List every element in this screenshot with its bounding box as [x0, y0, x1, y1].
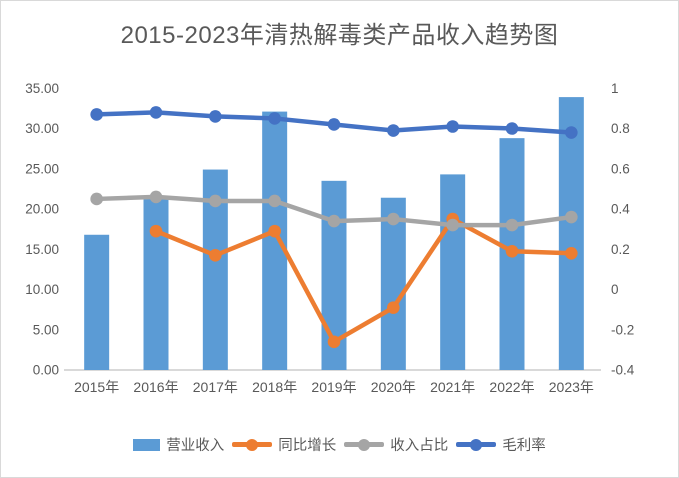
- legend-item-2: 收入占比: [344, 434, 448, 455]
- bar-2018年: [262, 111, 288, 370]
- left-axis-tick: 10.00: [25, 282, 59, 297]
- legend-label: 毛利率: [502, 438, 546, 454]
- x-axis-label: 2016年: [133, 379, 178, 395]
- legend-label: 同比增长: [278, 438, 337, 454]
- right-axis-tick: 0.4: [611, 202, 630, 217]
- marker-毛利率: [505, 122, 519, 135]
- marker-收入占比: [209, 194, 222, 208]
- marker-收入占比: [268, 194, 281, 208]
- legend-item-1: 同比增长: [232, 434, 336, 455]
- marker-毛利率: [446, 120, 459, 133]
- marker-收入占比: [565, 210, 578, 224]
- legend-line-swatch: [232, 438, 273, 451]
- marker-同比增长: [149, 224, 163, 238]
- left-axis-tick: 25.00: [25, 161, 59, 176]
- marker-毛利率: [327, 118, 341, 131]
- marker-毛利率: [268, 112, 281, 125]
- bar-2016年: [143, 198, 169, 370]
- marker-收入占比: [327, 214, 341, 228]
- marker-毛利率: [565, 126, 578, 139]
- legend-label: 收入占比: [390, 438, 449, 454]
- chart-legend: 营业收入 同比增长 收入占比 毛利率: [1, 434, 678, 455]
- marker-同比增长: [387, 301, 400, 314]
- legend-item-0: 营业收入: [133, 434, 224, 455]
- right-axis-tick: 0.8: [611, 121, 630, 136]
- marker-毛利率: [90, 108, 103, 121]
- bar-2021年: [440, 174, 466, 370]
- marker-收入占比: [505, 218, 519, 232]
- legend-bar-swatch: [133, 438, 161, 451]
- bar-2015年: [84, 234, 110, 370]
- marker-毛利率: [209, 110, 222, 123]
- chart-title: 2015-2023年清热解毒类产品收入趋势图: [120, 22, 559, 49]
- x-axis-label: 2015年: [74, 379, 119, 395]
- marker-收入占比: [90, 192, 103, 206]
- marker-毛利率: [387, 124, 400, 137]
- legend-line-swatch: [344, 438, 385, 451]
- line-同比增长: [155, 216, 572, 345]
- x-axis-label: 2021年: [430, 379, 475, 395]
- left-axis-tick: 0.00: [33, 363, 59, 378]
- x-axis-label: 2020年: [371, 379, 416, 395]
- legend-label: 营业收入: [166, 438, 225, 454]
- left-axis-tick: 5.00: [33, 322, 59, 337]
- right-axis-tick: -0.2: [611, 322, 634, 337]
- legend-marker-dot: [246, 438, 259, 451]
- marker-同比增长: [327, 335, 341, 349]
- bar-2020年: [380, 197, 406, 370]
- marker-收入占比: [149, 190, 163, 204]
- x-axis-label: 2019年: [311, 379, 356, 395]
- marker-同比增长: [268, 224, 281, 238]
- legend-marker-dot: [358, 438, 371, 451]
- left-axis-tick: 20.00: [25, 202, 59, 217]
- left-axis-tick: 15.00: [25, 242, 59, 257]
- right-axis-tick: 0.6: [611, 161, 630, 176]
- legend-line-swatch: [456, 438, 497, 451]
- bar-2023年: [558, 97, 584, 370]
- x-axis-label: 2018年: [252, 379, 297, 395]
- left-axis-tick: 30.00: [25, 121, 59, 136]
- right-axis-tick: -0.4: [611, 363, 635, 378]
- marker-毛利率: [149, 106, 163, 119]
- x-axis-label: 2023年: [549, 379, 594, 395]
- legend-marker-dot: [470, 438, 483, 451]
- right-axis-tick: 0: [611, 282, 619, 297]
- marker-同比增长: [505, 244, 519, 258]
- left-axis-tick: 35.00: [25, 81, 59, 96]
- chart-plot-area: 0.00 5.00 10.00 15.00 20.00 25.00 30.00 35.00 -0…: [25, 81, 635, 395]
- x-axis-label: 2017年: [193, 379, 238, 395]
- marker-收入占比: [446, 218, 459, 232]
- legend-item-3: 毛利率: [456, 434, 546, 455]
- marker-收入占比: [387, 212, 400, 226]
- x-axis-label: 2022年: [489, 379, 534, 395]
- marker-同比增长: [565, 246, 578, 260]
- right-axis-tick: 0.2: [611, 242, 630, 257]
- marker-同比增长: [209, 248, 222, 262]
- right-axis-tick: 1: [611, 81, 619, 96]
